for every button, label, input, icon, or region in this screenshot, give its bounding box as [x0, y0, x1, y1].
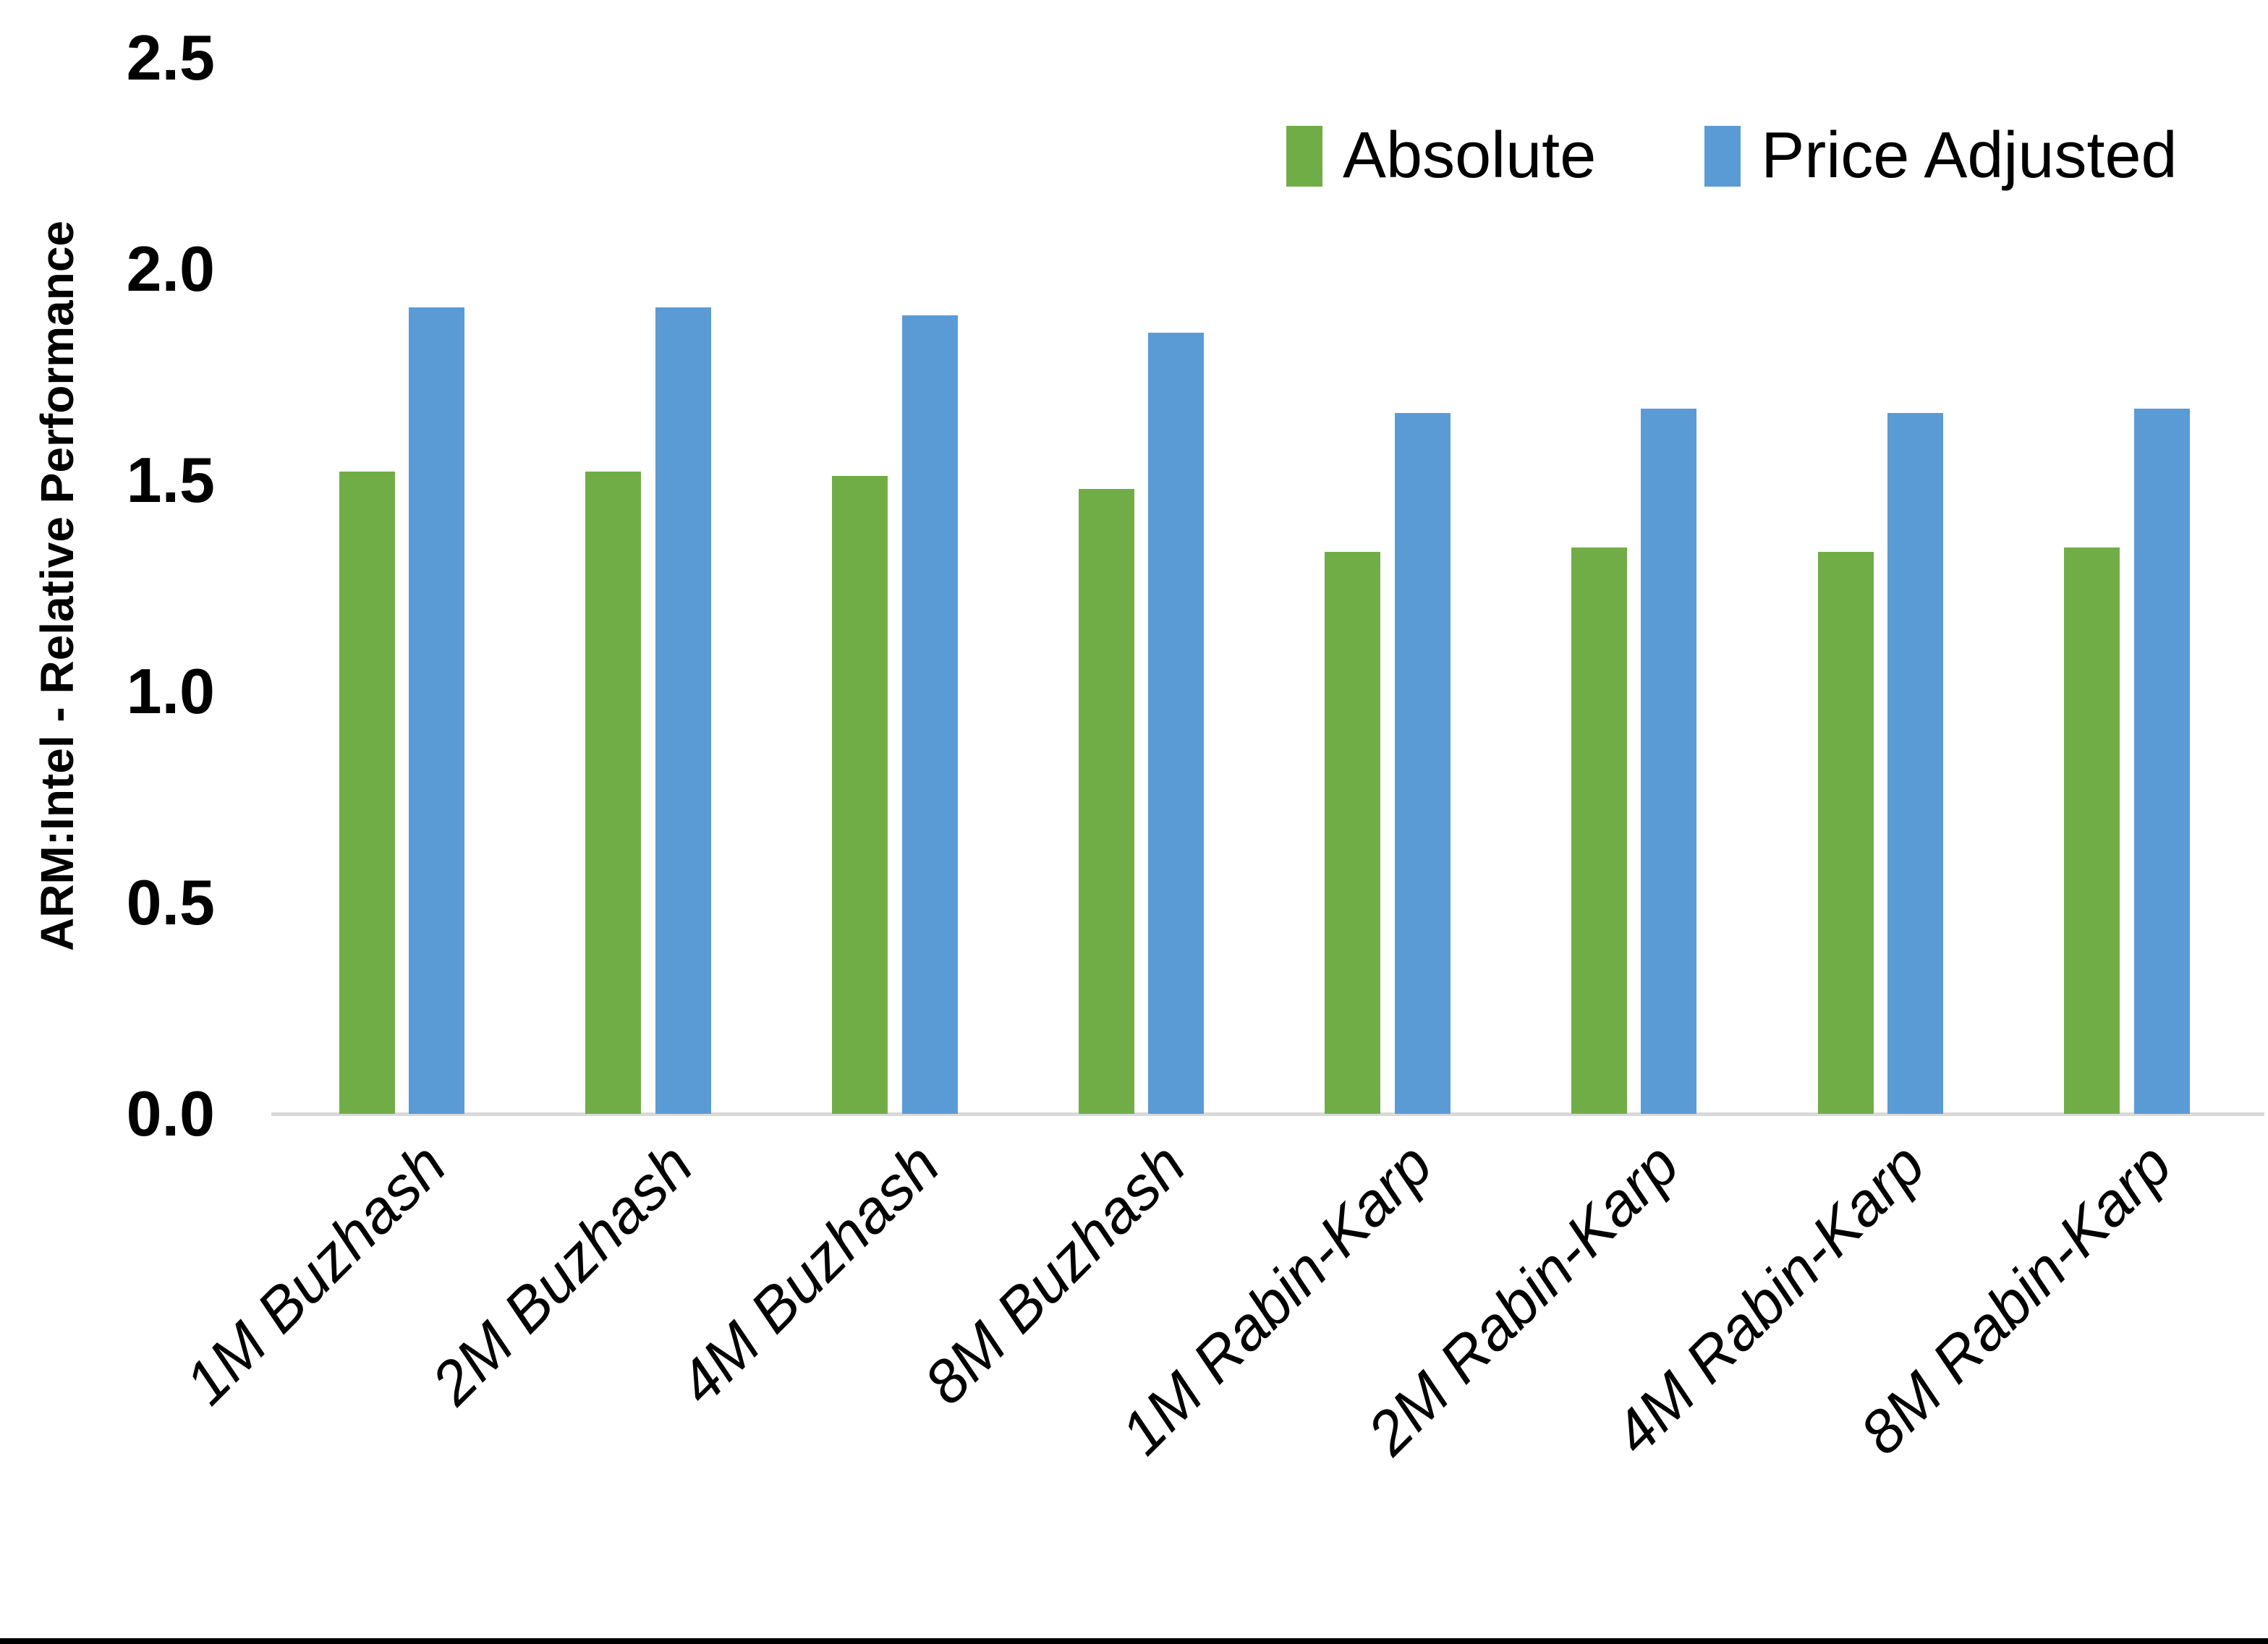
legend-swatch-absolute-icon	[1286, 125, 1322, 187]
y-tick-label-0-0: 0.0	[126, 1078, 215, 1149]
y-tick-label-0-5: 0.5	[126, 866, 215, 938]
bar-absolute-2m-rabin-karp	[1571, 548, 1627, 1114]
bar-price-adjusted-8m-rabin-karp	[2133, 408, 2190, 1114]
bar-price-adjusted-1m-rabin-karp	[1394, 412, 1451, 1114]
bar-absolute-4m-buzhash	[832, 476, 888, 1114]
x-tick-label-4m-buzhash: 4M Buzhash	[665, 1130, 952, 1418]
bar-price-adjusted-8m-buzhash	[1148, 332, 1205, 1114]
bar-absolute-8m-rabin-karp	[2064, 548, 2120, 1114]
x-axis-line	[271, 1112, 2264, 1116]
bar-absolute-1m-rabin-karp	[1325, 552, 1381, 1114]
bar-price-adjusted-4m-buzhash	[901, 315, 958, 1114]
y-tick-label-2-5: 2.5	[126, 22, 215, 93]
legend-label-absolute: Absolute	[1343, 119, 1597, 192]
bar-price-adjusted-2m-rabin-karp	[1641, 408, 1697, 1114]
bar-absolute-1m-buzhash	[339, 472, 395, 1114]
y-tick-label-2-0: 2.0	[126, 233, 215, 304]
bar-absolute-4m-rabin-karp	[1817, 552, 1874, 1114]
bar-absolute-2m-buzhash	[585, 472, 642, 1114]
x-axis-tick-labels: 1M Buzhash 2M Buzhash 4M Buzhash 8M Buzhash…	[172, 1130, 2250, 1622]
bottom-edge-bar	[0, 1638, 2268, 1644]
legend-item-price-adjusted: Price Adjusted	[1704, 119, 2178, 192]
legend-swatch-price-adjusted-icon	[1704, 125, 1741, 187]
legend: Absolute Price Adjusted	[1286, 122, 2178, 190]
bar-price-adjusted-1m-buzhash	[409, 307, 465, 1114]
x-tick-label-2m-buzhash: 2M Buzhash	[418, 1130, 706, 1418]
plot-area	[271, 58, 2264, 1116]
bar-price-adjusted-4m-rabin-karp	[1887, 412, 1944, 1114]
legend-label-price-adjusted: Price Adjusted	[1761, 119, 2178, 192]
y-tick-label-1-5: 1.5	[126, 444, 215, 516]
y-tick-label-1-0: 1.0	[126, 655, 215, 727]
legend-item-absolute: Absolute	[1286, 122, 1596, 190]
bar-absolute-8m-buzhash	[1078, 488, 1134, 1114]
bar-price-adjusted-2m-buzhash	[655, 307, 711, 1114]
